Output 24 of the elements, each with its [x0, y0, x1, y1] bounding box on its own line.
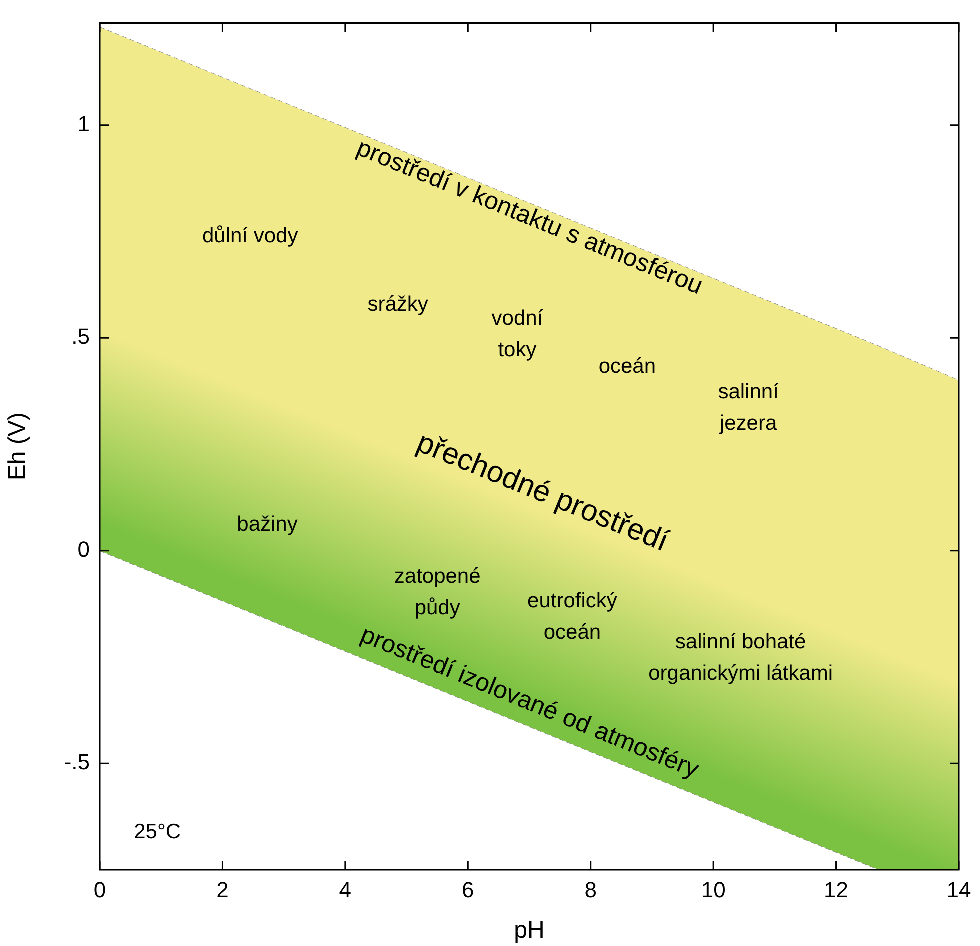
x-tick-label: 10 [701, 877, 726, 902]
y-tick-label: -.5 [64, 750, 90, 775]
annotation: salinní bohaté organickými látkami [648, 630, 834, 685]
annotation: 25°C [134, 820, 182, 844]
annotation: salinní jezera [718, 380, 780, 436]
y-tick-label: .5 [72, 324, 90, 350]
annotation: oceán [598, 354, 656, 378]
y-tick-label: 0 [78, 536, 90, 562]
annotation: bažiny [237, 513, 298, 536]
x-tick-label: 0 [94, 877, 106, 902]
annotation: vodní toky [492, 306, 544, 362]
x-tick-label: 12 [824, 877, 849, 902]
annotation: důlní vody [202, 224, 299, 248]
annotation: srážky [368, 292, 429, 316]
y-axis-title: Eh (V) [4, 412, 32, 481]
annotation: eutrofický oceán [528, 590, 618, 644]
x-tick-label: 8 [584, 877, 597, 902]
x-tick-label: 2 [216, 877, 229, 902]
x-tick-label: 6 [462, 877, 474, 902]
x-tick-label: 14 [946, 877, 972, 902]
annotation: zatopené půdy [394, 565, 481, 620]
y-tick-label: 1 [78, 111, 90, 136]
x-tick-label: 4 [339, 877, 352, 902]
x-axis-title: pH [514, 917, 545, 944]
